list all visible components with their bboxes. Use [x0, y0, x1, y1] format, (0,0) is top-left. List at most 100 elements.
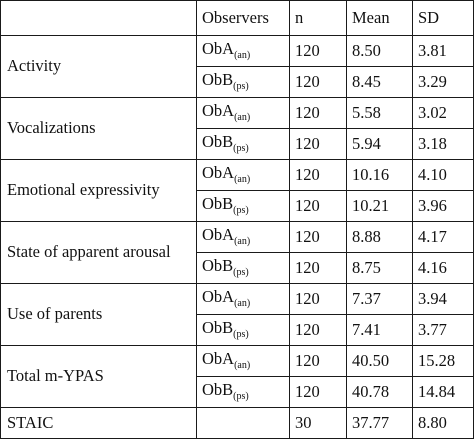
header-cell-observers: Observers [196, 0, 290, 36]
table-row: Vocalizations ObA(an) 120 5.58 3.02 [0, 97, 474, 160]
mean-cell: 8.50 [346, 35, 413, 67]
observer-subscript: (ps) [233, 205, 249, 216]
table-row: STAIC 30 37.77 8.80 [0, 407, 474, 439]
n-cell: 120 [289, 97, 347, 129]
mean-cell: 7.37 [346, 283, 413, 315]
observer-subscript: (ps) [233, 329, 249, 340]
n-cell: 120 [289, 314, 347, 346]
observer-cell: ObA(an) [196, 35, 290, 67]
header-cell-n: n [289, 0, 347, 36]
table-body: Activity ObA(an) 120 8.50 3.81 ObB(ps) 120 8.45… [0, 35, 474, 439]
sd-cell: 14.84 [412, 376, 474, 408]
table-row: Emotional expressivity ObA(an) 120 10.16 4.1… [0, 159, 474, 222]
observer-name: ObA [202, 225, 235, 244]
n-cell: 120 [289, 221, 347, 253]
table-row: ObB(ps) 120 10.21 3.96 [1, 190, 474, 222]
observer-name: ObA [202, 101, 235, 120]
observer-cell: ObB(ps) [196, 314, 290, 346]
observer-name: ObA [202, 39, 235, 58]
row-label: Activity [0, 35, 197, 98]
n-cell: 120 [289, 128, 347, 160]
mean-cell: 8.75 [346, 252, 413, 284]
header-cell-sd: SD [412, 0, 474, 36]
sd-cell: 3.94 [412, 283, 474, 315]
sd-cell: 4.16 [412, 252, 474, 284]
mean-cell: 7.41 [346, 314, 413, 346]
observer-name: ObB [202, 256, 234, 275]
row-label: Total m-YPAS [0, 345, 197, 408]
mean-cell: 8.45 [346, 66, 413, 98]
table-row: Activity ObA(an) 120 8.50 3.81 [0, 35, 474, 98]
n-cell: 120 [289, 159, 347, 191]
table-row: ObB(ps) 120 5.94 3.18 [1, 128, 474, 160]
observer-cell: ObA(an) [196, 345, 290, 377]
table-row: Total m-YPAS ObA(an) 120 40.50 15.28 [0, 345, 474, 408]
observer-cell: ObA(an) [196, 159, 290, 191]
observer-subscript: (an) [234, 174, 251, 185]
header-cell-mean: Mean [346, 0, 413, 36]
data-table: Observers n Mean SD Activity ObA(an) 120 8.… [0, 0, 474, 439]
observer-subscript: (an) [234, 360, 251, 371]
sd-cell: 4.10 [412, 159, 474, 191]
observer-cell: ObB(ps) [196, 252, 290, 284]
mean-cell: 40.50 [346, 345, 413, 377]
n-cell: 120 [289, 66, 347, 98]
table-row: ObB(ps) 120 7.41 3.77 [1, 314, 474, 346]
observer-name: ObA [202, 349, 235, 368]
mean-cell: 5.58 [346, 97, 413, 129]
row-label: STAIC [0, 407, 197, 439]
observer-cell [196, 407, 290, 439]
observer-name: ObB [202, 318, 234, 337]
observer-cell: ObB(ps) [196, 128, 290, 160]
sd-cell: 3.18 [412, 128, 474, 160]
observer-cell: ObB(ps) [196, 66, 290, 98]
mean-cell: 8.88 [346, 221, 413, 253]
observer-cell: ObB(ps) [196, 376, 290, 408]
sd-cell: 4.17 [412, 221, 474, 253]
observer-subscript: (ps) [233, 81, 249, 92]
observer-cell: ObB(ps) [196, 190, 290, 222]
observer-cell: ObA(an) [196, 283, 290, 315]
row-label: Vocalizations [0, 97, 197, 160]
mean-cell: 37.77 [346, 407, 413, 439]
n-cell: 120 [289, 376, 347, 408]
header-cell-blank [0, 0, 197, 36]
observer-cell: ObA(an) [196, 221, 290, 253]
observer-name: ObB [202, 380, 234, 399]
observer-name: ObB [202, 194, 234, 213]
n-cell: 120 [289, 345, 347, 377]
sd-cell: 3.77 [412, 314, 474, 346]
observer-subscript: (ps) [233, 267, 249, 278]
observer-name: ObA [202, 163, 235, 182]
table-row: Use of parents ObA(an) 120 7.37 3.94 [0, 283, 474, 346]
observer-subscript: (an) [234, 50, 251, 61]
observer-subscript: (ps) [233, 143, 249, 154]
n-cell: 120 [289, 190, 347, 222]
n-cell: 120 [289, 283, 347, 315]
table-row: State of apparent arousal ObA(an) 120 8.88 4… [0, 221, 474, 284]
row-label: State of apparent arousal [0, 221, 197, 284]
row-label: Use of parents [0, 283, 197, 346]
row-label: Emotional expressivity [0, 159, 197, 222]
observer-subscript: (ps) [233, 391, 249, 402]
n-cell: 120 [289, 252, 347, 284]
observer-subscript: (an) [234, 236, 251, 247]
mean-cell: 40.78 [346, 376, 413, 408]
observer-subscript: (an) [234, 298, 251, 309]
sd-cell: 8.80 [412, 407, 474, 439]
observer-subscript: (an) [234, 112, 251, 123]
sd-cell: 3.02 [412, 97, 474, 129]
mean-cell: 5.94 [346, 128, 413, 160]
table-row: ObB(ps) 120 8.75 4.16 [1, 252, 474, 284]
mean-cell: 10.16 [346, 159, 413, 191]
n-cell: 120 [289, 35, 347, 67]
sd-cell: 3.96 [412, 190, 474, 222]
observer-name: ObB [202, 70, 234, 89]
sd-cell: 15.28 [412, 345, 474, 377]
mean-cell: 10.21 [346, 190, 413, 222]
sd-cell: 3.81 [412, 35, 474, 67]
observer-cell: ObA(an) [196, 97, 290, 129]
observer-name: ObB [202, 132, 234, 151]
header-row: Observers n Mean SD [0, 0, 474, 36]
n-cell: 30 [289, 407, 347, 439]
